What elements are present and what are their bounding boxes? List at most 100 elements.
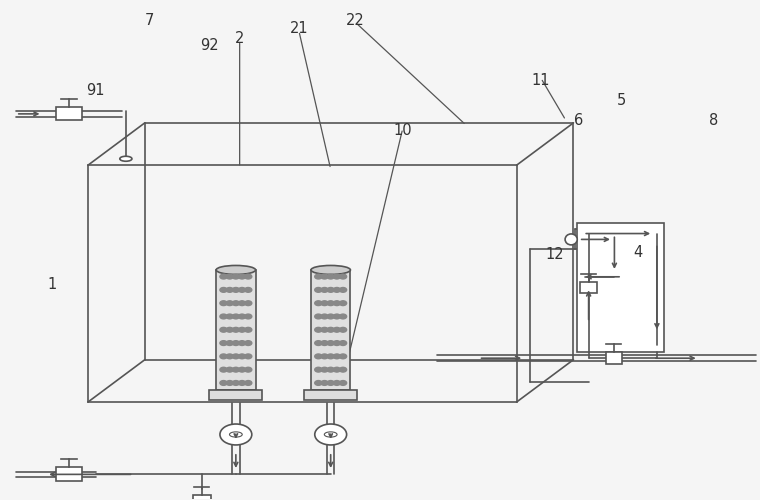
Circle shape: [233, 340, 239, 345]
Circle shape: [315, 274, 322, 279]
Circle shape: [315, 328, 322, 332]
Circle shape: [333, 328, 340, 332]
Circle shape: [327, 354, 334, 359]
Bar: [311, 270, 350, 390]
Circle shape: [327, 340, 334, 345]
Circle shape: [220, 354, 227, 359]
Circle shape: [226, 274, 233, 279]
Ellipse shape: [565, 234, 578, 245]
Circle shape: [333, 368, 340, 372]
Circle shape: [327, 301, 334, 306]
Bar: [304, 390, 357, 400]
Circle shape: [233, 314, 239, 319]
Circle shape: [321, 340, 328, 345]
Circle shape: [239, 368, 245, 372]
Circle shape: [233, 354, 239, 359]
Circle shape: [333, 314, 340, 319]
Circle shape: [327, 328, 334, 332]
Circle shape: [239, 274, 245, 279]
Circle shape: [245, 380, 252, 386]
Circle shape: [340, 354, 347, 359]
Circle shape: [315, 340, 322, 345]
Circle shape: [333, 354, 340, 359]
Circle shape: [321, 288, 328, 292]
Circle shape: [327, 314, 334, 319]
Circle shape: [233, 288, 239, 292]
Circle shape: [233, 274, 239, 279]
Circle shape: [333, 301, 340, 306]
Text: 12: 12: [545, 248, 564, 262]
Circle shape: [245, 274, 252, 279]
Text: 21: 21: [290, 20, 308, 36]
Circle shape: [239, 380, 245, 386]
Circle shape: [321, 274, 328, 279]
Bar: [216, 270, 255, 390]
Text: 11: 11: [531, 73, 550, 88]
Circle shape: [226, 301, 233, 306]
Bar: [578, 222, 664, 352]
Circle shape: [233, 380, 239, 386]
Circle shape: [226, 314, 233, 319]
Circle shape: [315, 314, 322, 319]
Circle shape: [321, 328, 328, 332]
Bar: [56, 108, 82, 120]
Circle shape: [233, 368, 239, 372]
Text: 2: 2: [235, 30, 245, 46]
Circle shape: [245, 354, 252, 359]
Circle shape: [233, 328, 239, 332]
Ellipse shape: [325, 432, 337, 437]
Text: 1: 1: [48, 278, 57, 292]
Circle shape: [327, 380, 334, 386]
Circle shape: [321, 354, 328, 359]
Circle shape: [239, 340, 245, 345]
Ellipse shape: [311, 266, 350, 274]
Circle shape: [226, 354, 233, 359]
Circle shape: [220, 424, 252, 445]
Circle shape: [333, 288, 340, 292]
Circle shape: [220, 368, 227, 372]
Ellipse shape: [216, 266, 255, 274]
Circle shape: [220, 288, 227, 292]
Circle shape: [226, 340, 233, 345]
Circle shape: [220, 340, 227, 345]
Circle shape: [327, 288, 334, 292]
Circle shape: [245, 368, 252, 372]
Circle shape: [340, 301, 347, 306]
Circle shape: [333, 274, 340, 279]
Circle shape: [333, 380, 340, 386]
Circle shape: [233, 301, 239, 306]
Text: 10: 10: [394, 123, 412, 138]
Circle shape: [321, 368, 328, 372]
Circle shape: [226, 288, 233, 292]
Text: 22: 22: [347, 13, 365, 28]
Circle shape: [220, 274, 227, 279]
Circle shape: [226, 380, 233, 386]
Circle shape: [239, 314, 245, 319]
Text: 5: 5: [616, 93, 626, 108]
Circle shape: [239, 328, 245, 332]
Circle shape: [245, 328, 252, 332]
Circle shape: [340, 274, 347, 279]
Bar: [209, 390, 262, 400]
Circle shape: [239, 288, 245, 292]
Circle shape: [245, 314, 252, 319]
Circle shape: [315, 424, 347, 445]
Text: 92: 92: [200, 38, 219, 53]
Circle shape: [327, 368, 334, 372]
Circle shape: [315, 288, 322, 292]
Text: 7: 7: [144, 13, 154, 28]
Circle shape: [220, 301, 227, 306]
Circle shape: [340, 314, 347, 319]
Circle shape: [239, 354, 245, 359]
Ellipse shape: [230, 432, 242, 437]
Circle shape: [226, 368, 233, 372]
Circle shape: [315, 354, 322, 359]
Text: 8: 8: [709, 113, 718, 128]
Circle shape: [340, 380, 347, 386]
Circle shape: [321, 314, 328, 319]
Text: 4: 4: [633, 245, 642, 260]
Circle shape: [226, 328, 233, 332]
Circle shape: [239, 301, 245, 306]
Bar: [581, 282, 597, 293]
Circle shape: [340, 328, 347, 332]
